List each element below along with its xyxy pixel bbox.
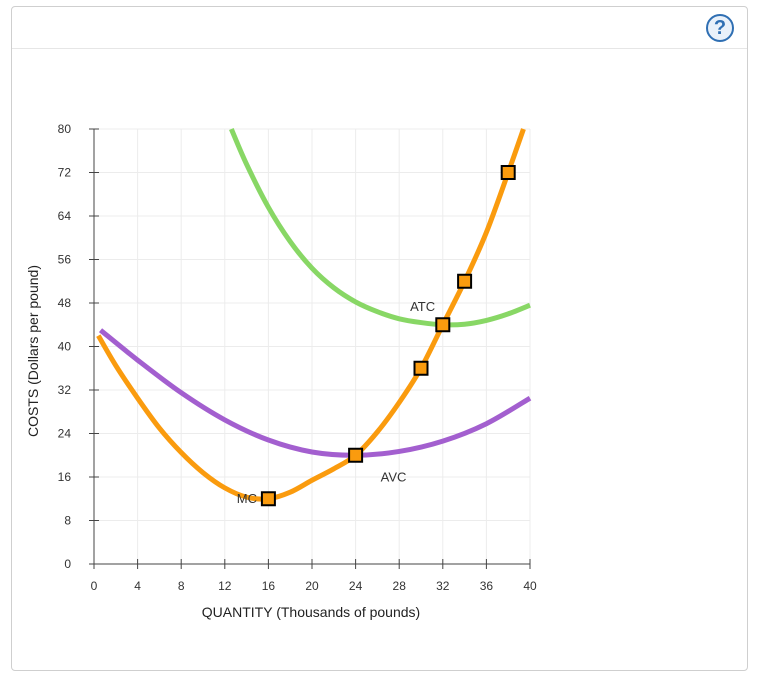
y-axis-title: COSTS (Dollars per pound): [25, 265, 41, 437]
grid: [94, 128, 531, 564]
panel-header: ?: [12, 7, 747, 49]
x-tick-label: 32: [436, 579, 450, 593]
y-tick-label: 48: [58, 296, 72, 310]
x-tick-label: 4: [134, 579, 141, 593]
x-tick-label: 40: [523, 579, 537, 593]
y-tick-label: 72: [58, 166, 72, 180]
labels: ATC AVC MC: [237, 299, 435, 506]
y-tick-label: 24: [58, 427, 72, 441]
x-tick-label: 0: [91, 579, 98, 593]
x-tick-label: 28: [393, 579, 407, 593]
mc-point: [435, 317, 451, 333]
y-tick-label: 8: [64, 514, 71, 528]
y-tick-label: 0: [64, 557, 71, 571]
mc-point: [348, 447, 364, 463]
x-tick-label: 16: [262, 579, 276, 593]
y-tick-label: 80: [58, 122, 72, 136]
x-axis-title: QUANTITY (Thousands of pounds): [202, 604, 420, 620]
y-tick-label: 32: [58, 383, 72, 397]
series: [96, 128, 532, 502]
x-tick-label: 12: [218, 579, 232, 593]
x-tick-label: 8: [178, 579, 185, 593]
x-tick-label: 24: [349, 579, 363, 593]
y-tick-label: 40: [58, 340, 72, 354]
mc-point: [260, 491, 276, 507]
markers: [260, 165, 516, 507]
y-tick-label: 56: [58, 253, 72, 267]
help-button[interactable]: ?: [706, 14, 734, 42]
y-tick-label: 64: [58, 209, 72, 223]
mc-curve: [96, 128, 526, 502]
x-tick-label: 36: [480, 579, 494, 593]
avc-label: AVC: [381, 469, 407, 484]
atc-curve: [229, 128, 531, 328]
mc-point: [413, 360, 429, 376]
mc-point: [457, 273, 473, 289]
mc-point: [500, 165, 516, 180]
mc-label: MC: [237, 491, 257, 506]
x-tick-label: 20: [305, 579, 319, 593]
y-tick-label: 16: [58, 470, 72, 484]
question-panel: ?: [11, 6, 748, 671]
avc-curve: [98, 328, 532, 458]
atc-label: ATC: [410, 299, 435, 314]
